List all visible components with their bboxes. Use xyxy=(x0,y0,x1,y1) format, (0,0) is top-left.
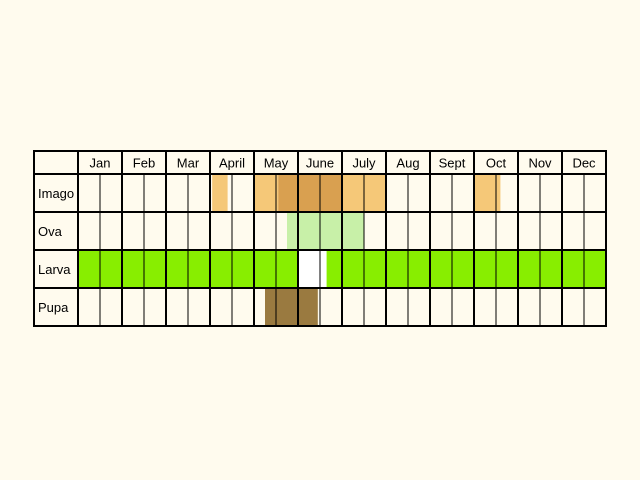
month-header-jan: Jan xyxy=(90,156,111,171)
imago-span-2 xyxy=(254,174,279,212)
ova-span-1 xyxy=(287,212,364,250)
stage-label-ova: Ova xyxy=(38,224,63,239)
month-header-sept: Sept xyxy=(439,156,466,171)
pupa-span-1 xyxy=(265,288,318,326)
month-header-april: April xyxy=(219,156,245,171)
month-header-dec: Dec xyxy=(572,156,596,171)
month-header-feb: Feb xyxy=(133,156,155,171)
month-header-june: June xyxy=(306,156,334,171)
month-header-oct: Oct xyxy=(486,156,507,171)
larva-span-2 xyxy=(326,250,606,288)
stage-label-larva: Larva xyxy=(38,262,71,277)
month-header-nov: Nov xyxy=(528,156,552,171)
imago-span-1 xyxy=(212,174,228,212)
grid-layer xyxy=(33,150,607,327)
month-header-aug: Aug xyxy=(396,156,419,171)
stage-label-imago: Imago xyxy=(38,186,74,201)
month-header-july: July xyxy=(352,156,376,171)
stage-label-pupa: Pupa xyxy=(38,300,69,315)
labels-layer: Jan Feb Mar April May June July Aug Sept Oct Nov De… xyxy=(38,156,596,316)
imago-peak-span-1 xyxy=(278,174,342,212)
month-header-may: May xyxy=(264,156,289,171)
month-header-mar: Mar xyxy=(177,156,200,171)
